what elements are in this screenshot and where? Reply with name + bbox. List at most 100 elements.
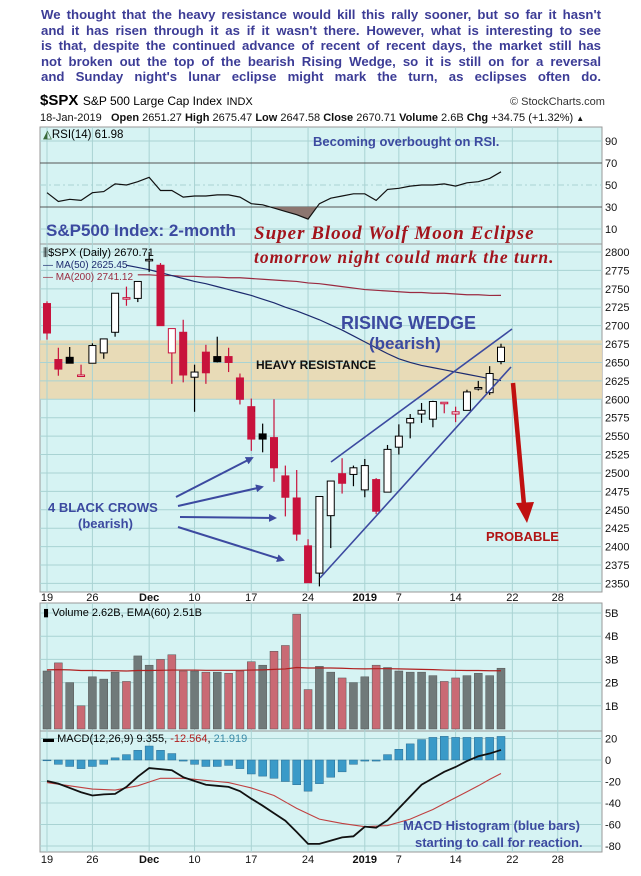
macd-value: 9.355 bbox=[136, 733, 165, 745]
macd-tick-label: -20 bbox=[605, 777, 621, 789]
candle-body bbox=[213, 356, 222, 363]
eclipse-annotation-line2: tomorrow night could mark the turn. bbox=[254, 247, 555, 267]
probable-label: PROBABLE bbox=[486, 529, 559, 544]
x-tick-label: 17 bbox=[245, 592, 257, 604]
candle-body bbox=[372, 479, 381, 512]
close-label: Close bbox=[323, 112, 354, 124]
candle-body bbox=[497, 346, 505, 363]
volume-bar bbox=[292, 613, 301, 730]
high-value: 2675.47 bbox=[212, 112, 253, 124]
volume-bar bbox=[496, 667, 506, 730]
macd-histogram-bar bbox=[462, 737, 472, 761]
volume-bar bbox=[258, 664, 267, 730]
macd-histogram-bar bbox=[235, 759, 245, 769]
macd-histogram-bar bbox=[156, 750, 165, 761]
macd-tick-label: 0 bbox=[605, 755, 611, 767]
probable-arrow-head bbox=[516, 502, 534, 523]
volume-label: Volume bbox=[399, 112, 438, 124]
volume-bar bbox=[371, 664, 381, 730]
price-tick-label: 2775 bbox=[605, 265, 629, 277]
index-name: S&P 500 Large Cap Index bbox=[82, 94, 223, 108]
x-tick-label: 22 bbox=[506, 854, 518, 866]
symbol: $SPX bbox=[40, 92, 79, 109]
candle-body bbox=[88, 345, 97, 364]
volume-bar bbox=[42, 670, 52, 730]
ma200-line bbox=[137, 274, 502, 297]
volume-bar bbox=[76, 705, 86, 730]
candle-body bbox=[145, 258, 154, 262]
volume-bar bbox=[99, 678, 108, 730]
macd-tick-label: -40 bbox=[605, 798, 621, 810]
rsi-tick-label: 70 bbox=[605, 158, 617, 170]
volume-value: 2.6B bbox=[441, 112, 464, 124]
volume-legend-label: Volume 2.62B, EMA(60) 2.51B bbox=[52, 607, 202, 619]
macd-histogram-bar bbox=[201, 759, 211, 767]
volume-bar bbox=[156, 659, 165, 730]
macd-histogram-bar bbox=[315, 759, 324, 784]
candle-body bbox=[133, 280, 142, 299]
macd-histogram-bar bbox=[144, 745, 154, 761]
stockcharts-watermark: © StockCharts.com bbox=[510, 96, 605, 108]
x-tick-label: 28 bbox=[552, 592, 564, 604]
x-tick-label: 24 bbox=[302, 592, 314, 604]
candle-body bbox=[270, 437, 278, 469]
volume-bar bbox=[201, 671, 211, 730]
candle-body bbox=[247, 406, 256, 440]
volume-bar bbox=[144, 664, 154, 730]
macd-histogram-bar bbox=[349, 759, 358, 765]
quote-line: 18-Jan-2019 Open 2651.27 High 2675.47 Lo… bbox=[40, 112, 584, 125]
ma200-legend: — MA(200) 2741.12 bbox=[43, 272, 134, 283]
candle-body bbox=[156, 264, 165, 327]
macd-histogram-bar bbox=[496, 736, 506, 761]
x-tick-label: 10 bbox=[188, 854, 200, 866]
candle-body bbox=[485, 373, 494, 394]
up-triangle-icon: ▲ bbox=[576, 114, 585, 123]
volume-ema-line bbox=[46, 666, 501, 672]
candle-body bbox=[99, 338, 108, 354]
candle-body bbox=[224, 356, 233, 363]
candle-body bbox=[417, 409, 426, 415]
x-tick-label: 14 bbox=[449, 854, 461, 866]
x-tick-label: 2019 bbox=[353, 592, 377, 604]
x-tick-label: 10 bbox=[188, 592, 200, 604]
volume-bar bbox=[383, 667, 392, 730]
candle-body bbox=[360, 465, 369, 491]
x-tick-label: 19 bbox=[41, 592, 53, 604]
macd-histogram-bar bbox=[474, 737, 483, 761]
volume-bar bbox=[428, 675, 438, 730]
price-tick-label: 2550 bbox=[605, 431, 629, 443]
candle-body bbox=[338, 473, 347, 484]
candle-body bbox=[383, 448, 392, 493]
x-tick-label: 7 bbox=[396, 854, 402, 866]
candle-body bbox=[349, 467, 358, 475]
volume-bar bbox=[247, 661, 256, 730]
volume-bar bbox=[178, 670, 188, 730]
macd-histogram-bar bbox=[247, 759, 256, 775]
wedge-annotation-line1: RISING WEDGE bbox=[341, 313, 477, 333]
ma50-line bbox=[126, 264, 502, 382]
commentary-line: We thought that the heavy resistance wou… bbox=[41, 7, 601, 22]
x-tick-label: 26 bbox=[86, 854, 98, 866]
x-tick-label: 17 bbox=[245, 854, 257, 866]
candle-body bbox=[326, 480, 335, 517]
candle-body bbox=[304, 545, 313, 584]
wedge-annotation-line2: (bearish) bbox=[369, 334, 441, 353]
macd-histogram-bar bbox=[440, 736, 449, 761]
macd-histogram-bar bbox=[258, 759, 267, 777]
price-tick-label: 2450 bbox=[605, 505, 629, 517]
price-tick-label: 2400 bbox=[605, 542, 629, 554]
rsi-icon: ◭ bbox=[43, 129, 52, 141]
wedge-upper-line bbox=[330, 328, 513, 463]
candle-body bbox=[122, 297, 131, 300]
macd-tick-label: 20 bbox=[605, 734, 617, 746]
commentary-line: is that, despite the continued advance o… bbox=[41, 38, 601, 53]
rsi-annotation: Becoming overbought on RSI. bbox=[313, 134, 500, 149]
macd-label: MACD(12,26,9) bbox=[57, 733, 134, 745]
volume-bar bbox=[337, 677, 347, 730]
macd-histogram-bar bbox=[292, 759, 301, 785]
macd-histogram-bar bbox=[417, 739, 426, 761]
resistance-label: HEAVY RESISTANCE bbox=[256, 358, 377, 372]
volume-bar bbox=[122, 681, 131, 730]
macd-histogram-bar bbox=[65, 759, 74, 767]
